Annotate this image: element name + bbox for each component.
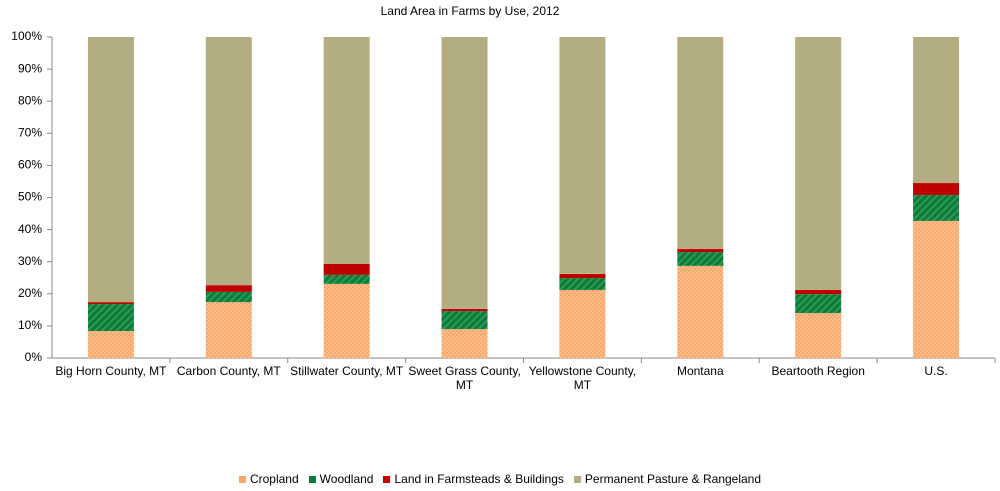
bar-segment [323, 37, 370, 264]
legend-swatch [573, 476, 581, 483]
y-tick-label: 40% [18, 222, 42, 236]
chart-title: Land Area in Farms by Use, 2012 [381, 4, 560, 18]
y-tick-label: 100% [11, 29, 42, 43]
bar-segment [559, 289, 606, 358]
x-tick-label: Yellowstone County, MT [528, 364, 637, 392]
bar-segment [677, 265, 724, 358]
x-tick-label: Stillwater County, MT [290, 364, 404, 378]
bar-segment [795, 289, 842, 295]
bar-segment [441, 37, 488, 309]
y-tick-label: 80% [18, 93, 42, 107]
bar-segment [913, 183, 960, 195]
bar-segment [795, 294, 842, 314]
bar-segment [913, 220, 960, 358]
bar-segment [677, 248, 724, 253]
bar-segment [205, 302, 252, 358]
legend-label: Cropland [249, 472, 299, 486]
x-tick-label: Carbon County, MT [176, 364, 281, 378]
legend-label: Land in Farmsteads & Buildings [394, 472, 564, 486]
bar-segment [87, 304, 134, 332]
legend: Cropland Woodland Land in Farmsteads & Bui… [0, 472, 1000, 486]
x-tick-label: U.S. [924, 364, 948, 378]
bar-segment [323, 263, 370, 275]
x-tick-label: Beartooth Region [771, 364, 865, 378]
bar-segment [205, 37, 252, 286]
bar-segment [559, 273, 606, 279]
bar-segment [441, 308, 488, 312]
bar-segment [441, 329, 488, 358]
bar-segment [87, 37, 134, 303]
bar-segment [205, 285, 252, 292]
legend-item: Permanent Pasture & Rangeland [573, 472, 762, 486]
bar-segment [559, 37, 606, 274]
legend-swatch [238, 476, 246, 483]
y-tick-label: 70% [18, 125, 42, 139]
bar-segment [913, 37, 960, 184]
legend-swatch [383, 476, 391, 483]
y-tick-label: 90% [18, 61, 42, 75]
bar-segment [323, 283, 370, 358]
x-tick-label: Sweet Grass County, MT [408, 364, 521, 392]
bar-segment [913, 194, 960, 221]
bar-segment [677, 252, 724, 266]
bar-segment [559, 278, 606, 290]
bar-segment [323, 274, 370, 284]
legend-label: Woodland [319, 472, 374, 486]
y-tick-label: 50% [18, 190, 42, 204]
bar-segment [87, 331, 134, 358]
legend-item: Cropland [238, 472, 299, 486]
legend-item: Land in Farmsteads & Buildings [383, 472, 564, 486]
legend-swatch [308, 476, 316, 483]
x-tick-label: Montana [676, 364, 724, 378]
bar-segment [205, 291, 252, 303]
y-tick-label: 20% [18, 286, 42, 300]
x-tick-label: Big Horn County, MT [55, 364, 167, 378]
legend-label: Permanent Pasture & Rangeland [584, 472, 762, 486]
y-tick-label: 60% [18, 158, 42, 172]
y-tick-label: 0% [25, 350, 43, 364]
bar-segment [795, 37, 842, 290]
bar-segment [87, 302, 134, 305]
y-tick-label: 30% [18, 254, 42, 268]
legend-item: Woodland [308, 472, 374, 486]
bar-segment [677, 37, 724, 249]
y-tick-label: 10% [18, 318, 42, 332]
bar-segment [441, 311, 488, 330]
bar-segment [795, 313, 842, 358]
